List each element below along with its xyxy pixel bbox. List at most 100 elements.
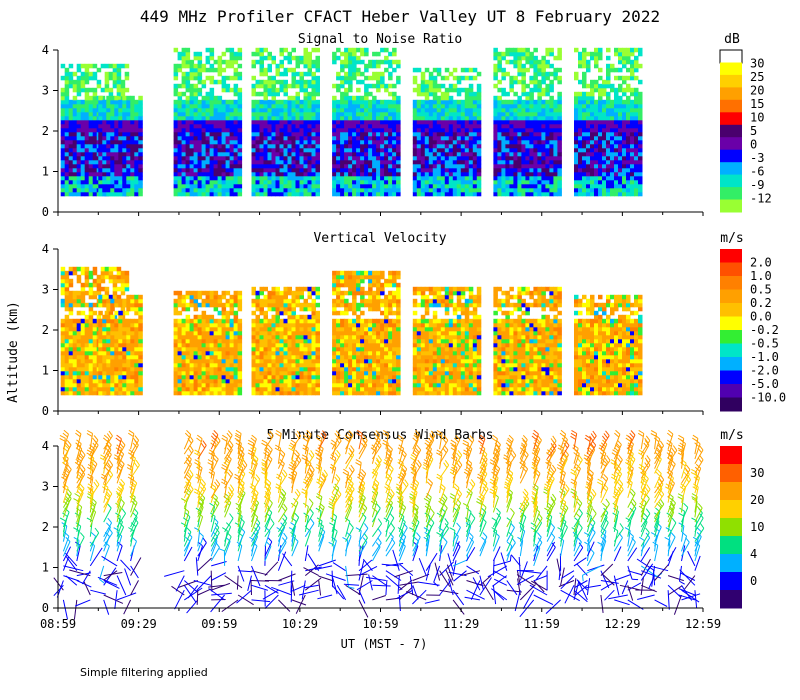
- data-cell: [209, 119, 215, 125]
- data-cell: [193, 350, 199, 356]
- data-cell: [189, 143, 195, 149]
- data-cell: [364, 75, 369, 81]
- data-cell: [122, 374, 127, 380]
- data-cell: [472, 139, 478, 145]
- data-cell: [420, 103, 426, 109]
- data-cell: [138, 95, 143, 101]
- data-cell: [432, 159, 438, 165]
- data-cell: [356, 135, 361, 141]
- data-cell: [436, 127, 442, 133]
- data-cell: [229, 51, 235, 57]
- data-cell: [509, 115, 514, 121]
- data-cell: [618, 103, 623, 109]
- data-cell: [291, 103, 296, 109]
- data-cell: [384, 139, 389, 145]
- data-cell: [432, 179, 438, 185]
- data-cell: [315, 179, 320, 185]
- data-cell: [610, 111, 615, 117]
- data-cell: [197, 334, 203, 340]
- data-cell: [259, 143, 264, 149]
- data-cell: [384, 147, 389, 153]
- data-cell: [452, 147, 458, 153]
- data-cell: [118, 350, 123, 356]
- data-cell: [60, 107, 66, 113]
- data-cell: [108, 270, 114, 276]
- data-cell: [102, 374, 107, 380]
- data-cell: [505, 191, 510, 197]
- data-cell: [590, 91, 595, 97]
- data-cell: [598, 103, 603, 109]
- data-cell: [80, 358, 86, 364]
- data-cell: [120, 270, 126, 276]
- data-cell: [201, 187, 207, 193]
- data-cell: [237, 91, 243, 97]
- data-cell: [456, 171, 462, 177]
- data-cell: [598, 175, 603, 181]
- data-cell: [614, 135, 619, 141]
- data-cell: [221, 107, 227, 113]
- data-cell: [472, 107, 478, 113]
- data-cell: [185, 314, 191, 320]
- data-cell: [340, 187, 345, 193]
- data-cell: [586, 115, 591, 121]
- data-cell: [181, 107, 187, 113]
- data-cell: [368, 175, 373, 181]
- data-cell: [291, 127, 296, 133]
- data-cell: [622, 159, 627, 165]
- data-cell: [185, 135, 191, 141]
- data-cell: [537, 87, 542, 93]
- data-cell: [118, 111, 123, 117]
- data-cell: [344, 127, 349, 133]
- data-cell: [122, 99, 127, 105]
- data-cell: [412, 183, 418, 189]
- data-cell: [388, 127, 393, 133]
- data-cell: [106, 139, 111, 145]
- data-cell: [344, 63, 349, 69]
- data-cell: [291, 79, 296, 85]
- data-cell: [517, 175, 522, 181]
- data-cell: [84, 123, 90, 129]
- data-cell: [626, 127, 631, 133]
- data-cell: [209, 390, 215, 396]
- data-cell: [177, 131, 183, 137]
- data-cell: [626, 191, 631, 197]
- data-cell: [541, 187, 546, 193]
- data-cell: [102, 111, 107, 117]
- colorbar-swatch: [720, 174, 742, 188]
- data-cell: [98, 99, 103, 105]
- data-cell: [118, 330, 123, 336]
- data-cell: [275, 71, 280, 77]
- data-cell: [181, 370, 187, 376]
- data-cell: [72, 386, 78, 392]
- data-cell: [98, 123, 103, 129]
- data-cell: [460, 139, 466, 145]
- data-cell: [586, 171, 591, 177]
- data-cell: [233, 103, 239, 109]
- data-cell: [173, 83, 179, 89]
- data-cell: [72, 346, 78, 352]
- data-cell: [517, 135, 522, 141]
- data-cell: [513, 103, 518, 109]
- data-cell: [114, 111, 119, 117]
- data-cell: [126, 382, 131, 388]
- data-cell: [364, 107, 369, 113]
- data-cell: [209, 143, 215, 149]
- data-cell: [229, 191, 235, 197]
- data-cell: [578, 107, 583, 113]
- data-cell: [233, 87, 239, 93]
- data-cell: [497, 147, 502, 153]
- data-cell: [114, 298, 119, 304]
- data-cell: [392, 51, 397, 57]
- data-cell: [598, 159, 603, 165]
- data-cell: [557, 47, 562, 53]
- data-cell: [201, 63, 207, 69]
- data-cell: [412, 127, 418, 133]
- data-cell: [348, 83, 353, 89]
- data-cell: [368, 123, 373, 129]
- data-cell: [360, 159, 365, 165]
- data-cell: [384, 99, 389, 105]
- data-cell: [134, 131, 139, 137]
- data-cell: [456, 187, 462, 193]
- data-cell: [307, 135, 312, 141]
- data-cell: [72, 187, 78, 193]
